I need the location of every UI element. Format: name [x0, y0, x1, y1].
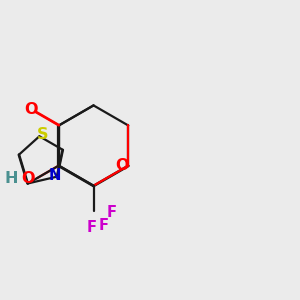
Text: H: H	[5, 172, 18, 187]
Text: O: O	[21, 172, 34, 187]
Text: O: O	[24, 102, 38, 117]
Text: F: F	[99, 218, 109, 233]
Text: O: O	[115, 158, 128, 173]
Text: N: N	[48, 168, 61, 183]
Text: F: F	[106, 205, 116, 220]
Text: S: S	[37, 127, 48, 142]
Text: F: F	[87, 220, 97, 235]
